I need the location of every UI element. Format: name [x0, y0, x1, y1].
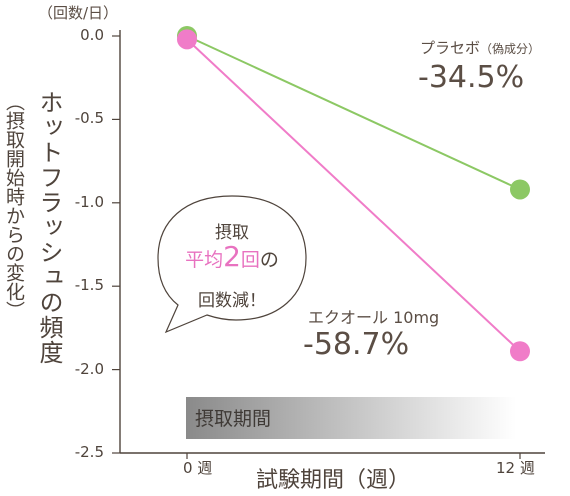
y-tick-label: -2.5 — [74, 443, 104, 461]
y-tick-label: -1.5 — [74, 276, 104, 295]
intake-period-bar — [186, 397, 516, 439]
x-axis-label: 試験期間（週） — [256, 468, 411, 493]
x-tick-label: 0 週 — [183, 459, 213, 477]
y-axis-sublabel: （摂取開始時からの変化） — [3, 92, 25, 320]
data-point — [177, 29, 197, 50]
callout-times: 回 — [240, 249, 260, 271]
callout-line-1: 摂取 — [215, 223, 249, 243]
series-line — [186, 35, 521, 191]
data-point — [510, 341, 530, 362]
y-tick-label: 0.0 — [80, 26, 104, 44]
equol-value: -58.7% — [303, 327, 410, 362]
callout-particle: の — [259, 249, 279, 271]
x-tick-label: 12 週 — [496, 459, 535, 477]
callout-bubble — [157, 195, 307, 334]
callout-number: 2 — [223, 240, 241, 273]
placebo-legend: プラセボ（偽成分） — [420, 37, 540, 58]
placebo-name: プラセボ — [420, 39, 481, 57]
axes — [112, 30, 545, 459]
callout-line-2: 平均2回の — [162, 240, 302, 273]
data-point — [510, 179, 530, 200]
y-axis-label: ホットフラッシュの頻度 — [35, 90, 63, 365]
intake-period-label: 摂取期間 — [195, 408, 272, 430]
callout-average: 平均 — [185, 249, 224, 271]
placebo-value: -34.5% — [418, 60, 525, 95]
placebo-note: （偽成分） — [480, 42, 541, 56]
y-tick-label: -0.5 — [74, 109, 104, 128]
unit-label: （回数/日） — [38, 4, 119, 22]
series-layer — [177, 26, 530, 362]
callout-line-3: 回数減！ — [198, 291, 266, 311]
y-tick-label: -1.0 — [74, 192, 104, 211]
series-line — [186, 38, 521, 352]
y-tick-label: -2.0 — [74, 359, 104, 378]
equol-legend: エクオール 10mg — [308, 308, 440, 327]
